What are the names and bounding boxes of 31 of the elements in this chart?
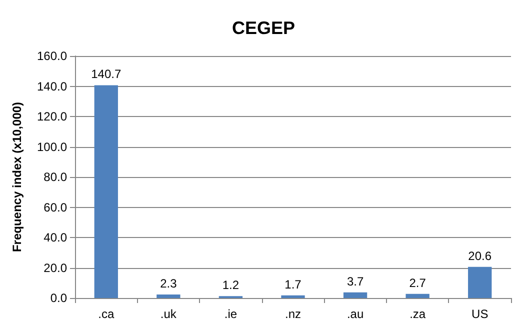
y-axis-title: Frequency index (x10,000) <box>10 102 24 252</box>
data-label: 1.2 <box>222 278 240 292</box>
bar <box>94 85 118 298</box>
x-tick-label: .za <box>410 307 426 321</box>
data-label: 140.7 <box>91 67 122 82</box>
y-tick-label: 120.0 <box>36 110 68 124</box>
data-label: 3.7 <box>346 274 364 288</box>
y-tick-label: 40.0 <box>44 230 68 244</box>
y-tick-label: 0.0 <box>50 291 68 305</box>
x-tick-label: .uk <box>160 307 178 321</box>
x-tick-label: .ca <box>98 307 114 321</box>
chart-title: CEGEP <box>232 18 296 38</box>
data-label: 2.3 <box>160 276 178 291</box>
y-tick-label: 60.0 <box>44 200 68 214</box>
data-label: 2.7 <box>409 276 426 290</box>
y-tick-label: 140.0 <box>36 79 68 94</box>
x-tick-label: US <box>472 307 488 321</box>
y-tick-label: 160.0 <box>36 49 68 63</box>
x-tick-label: .au <box>346 307 364 321</box>
bar <box>468 266 492 298</box>
y-tick-label: 20.0 <box>44 260 68 275</box>
data-label: 20.6 <box>468 248 492 263</box>
bar <box>343 292 368 298</box>
x-tick-label: .ie <box>224 307 238 321</box>
bar <box>281 295 305 298</box>
bar <box>156 294 180 298</box>
bar <box>406 294 430 298</box>
y-tick-label: 100.0 <box>36 140 68 154</box>
x-tick-label: .nz <box>284 307 302 321</box>
data-label: 1.7 <box>284 277 302 292</box>
y-tick-label: 80.0 <box>44 170 68 184</box>
